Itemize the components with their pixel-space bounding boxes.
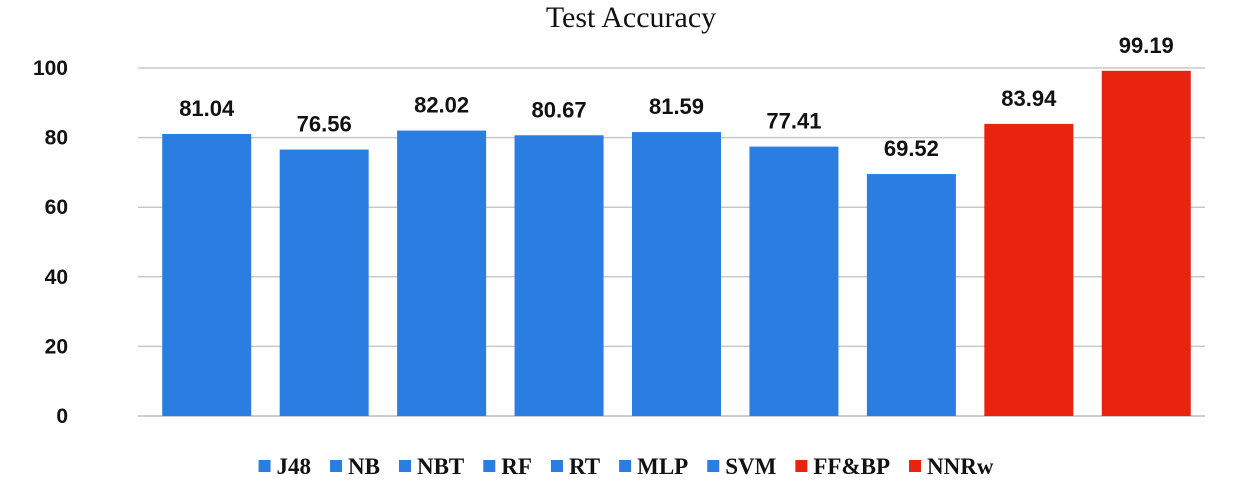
legend: J48 NB NBT RF RT MLP SVM FF&BP NNRw <box>258 454 994 479</box>
legend-label: SVM <box>725 454 776 479</box>
legend-item: RT <box>550 454 600 479</box>
data-label: 69.52 <box>884 136 939 161</box>
y-tick-label: 60 <box>45 196 68 219</box>
bar-nnrw <box>1101 70 1191 417</box>
legend-swatch <box>909 460 922 472</box>
legend-item: J48 <box>258 454 312 479</box>
y-axis-ticks: 0 20 40 60 80 100 <box>33 57 68 428</box>
y-tick-label: 80 <box>45 127 68 150</box>
legend-swatch <box>330 460 343 472</box>
legend-swatch <box>258 460 271 472</box>
data-label: 77.41 <box>766 109 821 134</box>
legend-item: RF <box>483 454 532 479</box>
y-tick-label: 100 <box>33 57 68 80</box>
bar-nb <box>279 149 369 416</box>
legend-label: NNRw <box>927 454 994 479</box>
legend-item: NB <box>330 454 380 479</box>
legend-swatch <box>398 460 411 472</box>
y-tick-label: 40 <box>45 266 68 289</box>
legend-swatch <box>483 460 496 472</box>
bar-rt <box>632 132 721 416</box>
legend-item: FF&BP <box>795 454 890 479</box>
bar-j48 <box>162 133 252 416</box>
data-label: 83.94 <box>1001 86 1057 111</box>
legend-swatch <box>619 460 632 472</box>
legend-item: MLP <box>619 454 688 479</box>
data-labels: 81.04 76.56 82.02 80.67 81.59 77.41 69.52 83.94… <box>179 33 1174 161</box>
bar-svm <box>866 174 956 416</box>
bar-ff-bp <box>984 123 1074 417</box>
data-label: 81.59 <box>649 94 704 119</box>
y-tick-label: 20 <box>45 335 68 358</box>
bar-mlp <box>749 146 839 416</box>
bars <box>162 70 1191 417</box>
bar-nbt <box>397 130 487 416</box>
y-tick-label: 0 <box>56 405 68 428</box>
legend-swatch <box>795 460 808 472</box>
legend-label: NB <box>348 454 380 479</box>
legend-swatch <box>550 460 563 472</box>
bar-rf <box>514 135 604 416</box>
legend-label: RT <box>569 454 600 479</box>
legend-label: J48 <box>277 454 312 479</box>
chart-title: Test Accuracy <box>546 1 716 34</box>
legend-swatch <box>707 460 720 472</box>
data-label: 80.67 <box>532 97 587 122</box>
legend-label: NBT <box>417 454 464 479</box>
legend-item: NBT <box>398 454 464 479</box>
legend-item: NNRw <box>909 454 994 479</box>
data-label: 99.19 <box>1119 33 1174 58</box>
data-label: 82.02 <box>414 93 469 118</box>
legend-label: RF <box>501 454 532 479</box>
legend-item: SVM <box>707 454 777 479</box>
legend-label: FF&BP <box>813 454 890 479</box>
data-label: 76.56 <box>297 112 352 137</box>
data-label: 81.04 <box>179 96 235 121</box>
legend-label: MLP <box>637 454 688 479</box>
